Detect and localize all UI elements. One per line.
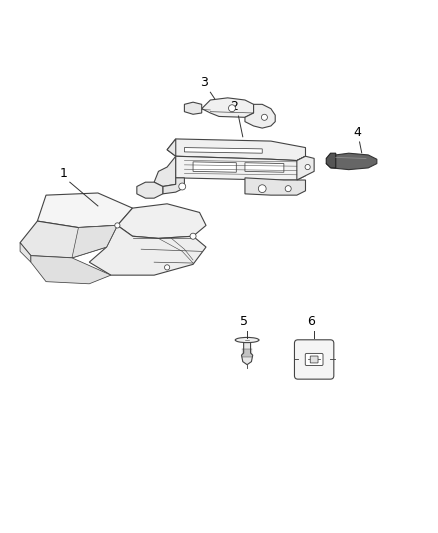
Polygon shape [202,98,254,117]
Circle shape [261,114,268,120]
Circle shape [190,233,196,239]
FancyBboxPatch shape [310,356,318,363]
Ellipse shape [235,337,259,343]
Polygon shape [20,243,31,262]
Polygon shape [326,153,336,168]
Text: 6: 6 [307,315,314,328]
Circle shape [115,223,120,228]
Polygon shape [89,225,206,275]
Polygon shape [241,342,253,365]
Text: 5: 5 [240,315,248,328]
Polygon shape [245,163,284,172]
Polygon shape [176,156,305,180]
Polygon shape [37,193,133,228]
Polygon shape [137,182,163,198]
Circle shape [229,105,236,112]
Polygon shape [245,178,305,195]
Circle shape [285,185,291,192]
Polygon shape [154,139,176,187]
Polygon shape [163,178,184,194]
Circle shape [258,185,266,192]
Text: 2: 2 [230,100,238,113]
Polygon shape [20,221,117,258]
FancyBboxPatch shape [294,340,334,379]
Polygon shape [184,102,202,114]
Polygon shape [31,256,111,284]
Polygon shape [117,204,206,238]
Polygon shape [72,225,117,258]
Circle shape [179,183,186,190]
Circle shape [165,265,170,270]
Polygon shape [245,104,275,128]
Text: 1: 1 [60,167,67,180]
Text: 4: 4 [353,126,361,139]
Polygon shape [167,139,305,160]
Polygon shape [297,156,314,180]
FancyBboxPatch shape [305,353,323,366]
Circle shape [305,165,310,169]
Polygon shape [184,148,262,153]
Polygon shape [326,153,377,169]
Polygon shape [193,162,236,172]
Text: 3: 3 [200,76,208,89]
